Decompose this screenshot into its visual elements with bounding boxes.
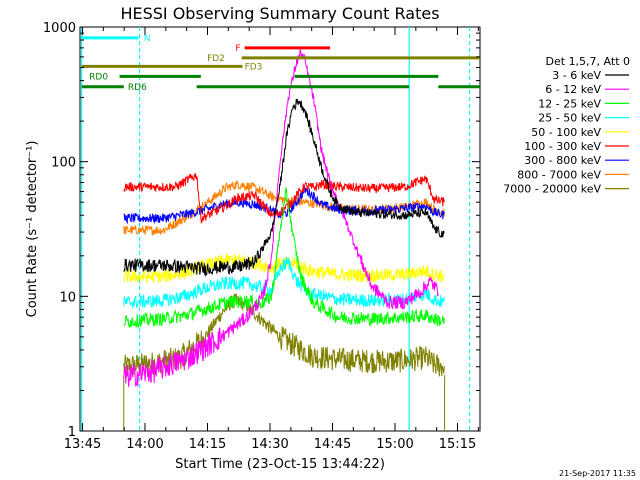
flag-label: FD3 [245,62,263,72]
legend-label: 300 - 800 keV [524,154,601,167]
y-tick-label: 100 [51,156,76,171]
flag-label: FD2 [207,54,225,64]
x-tick-label: 15:15 [439,437,476,452]
plot-area: N F FD2 FD3 RD0 RD6 [81,27,480,431]
x-tick-label: 15:00 [376,437,413,452]
y-tick-label: 1 [68,425,76,440]
series-line [123,172,445,224]
y-tick-label: 10 [59,290,76,305]
legend-label: 800 - 7000 keV [517,168,601,181]
x-tick-label: 13:45 [64,437,101,452]
legend-label: 25 - 50 keV [538,112,601,125]
flag-label: RD0 [89,72,108,82]
flag-label: N [144,34,151,44]
series-line [123,47,439,388]
plot-frame [79,26,481,432]
x-tick-label: 14:00 [126,437,163,452]
series-line [123,293,445,377]
legend-label: 50 - 100 keV [531,126,601,139]
x-tick-label: 14:30 [251,437,288,452]
legend-label: 6 - 12 keV [545,83,601,96]
legend-label: 100 - 300 keV [524,140,601,153]
x-tick-label: 14:45 [314,437,351,452]
legend-label: 3 - 6 keV [552,69,601,82]
y-tick-label: 1000 [43,21,76,36]
flag-label: F [235,44,240,54]
chart-title: HESSI Observing Summary Count Rates [120,4,439,23]
flag-label: RD6 [128,83,147,93]
timestamp: 21-Sep-2017 11:35 [559,469,636,478]
axes: 13:45 14:00 14:15 14:30 14:45 15:00 15:15 1 10 10… [43,21,480,452]
series-line [123,187,445,330]
legend-label: 7000 - 20000 keV [503,183,601,196]
legend-label: 12 - 25 keV [538,97,601,110]
x-axis-label: Start Time (23-Oct-15 13:44:22) [175,457,385,472]
x-tick-label: 14:15 [189,437,226,452]
legend-header: Det 1,5,7, Att 0 [546,55,630,68]
series-line [123,98,445,278]
y-axis-label: Count Rate (s⁻¹ detector⁻¹) [25,141,40,318]
